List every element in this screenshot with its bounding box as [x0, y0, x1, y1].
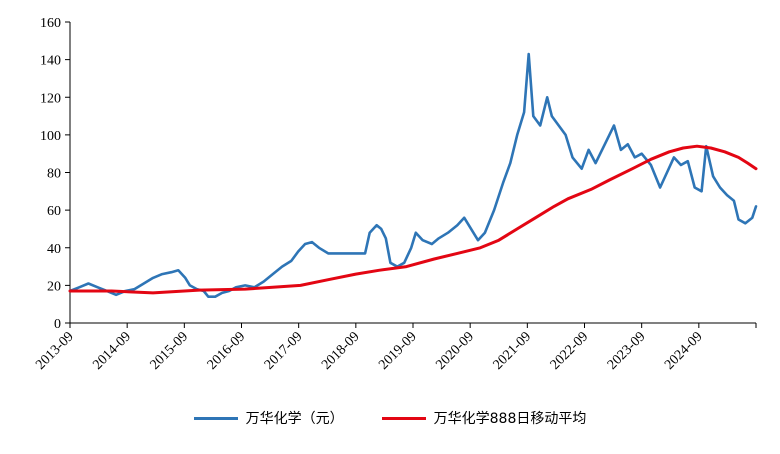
y-tick-label: 100 [40, 129, 61, 144]
y-tick-label: 20 [47, 279, 61, 294]
x-tick-label: 2015-09 [148, 329, 192, 373]
legend-label-price: 万华化学（元） [245, 411, 344, 427]
x-tick-label: 2022-09 [548, 329, 592, 373]
x-tick-label: 2013-09 [33, 329, 77, 373]
price-series-line [68, 52, 758, 298]
y-tick-label: 60 [47, 204, 61, 219]
series-layer [68, 52, 758, 298]
x-tick-label: 2019-09 [376, 329, 420, 373]
line-chart: 0 20 40 60 80 100 120 140 160 2013-09 2014-09 2015… [33, 16, 758, 373]
legend-item-price: 万华化学（元） [193, 408, 344, 428]
legend-swatch-price [193, 416, 238, 420]
x-tick-label: 2016-09 [205, 329, 249, 373]
x-axis: 2013-09 2014-09 2015-09 2016-09 2017-09 2018-… [33, 322, 757, 373]
x-tick-label: 2023-09 [605, 329, 649, 373]
y-tick-label: 140 [40, 54, 61, 69]
y-tick-label: 0 [54, 317, 61, 332]
x-tick-label: 2021-09 [491, 329, 535, 373]
y-axis: 0 20 40 60 80 100 120 140 160 [40, 16, 71, 332]
x-tick-label: 2024-09 [662, 329, 706, 373]
legend: 万华化学（元） 万华化学888日移动平均 [0, 408, 780, 428]
legend-label-moving-average: 万华化学888日移动平均 [433, 411, 587, 427]
legend-item-moving-average: 万华化学888日移动平均 [381, 408, 587, 428]
y-tick-label: 160 [40, 16, 61, 31]
x-tick-label: 2018-09 [319, 329, 363, 373]
legend-swatch-moving-average [381, 416, 426, 420]
y-tick-label: 120 [40, 91, 61, 106]
moving-average-series-line [68, 144, 758, 295]
y-tick-label: 40 [47, 242, 61, 257]
x-tick-label: 2020-09 [433, 329, 477, 373]
x-tick-label: 2014-09 [90, 329, 134, 373]
y-tick-label: 80 [47, 167, 61, 182]
x-tick-label: 2017-09 [262, 329, 306, 373]
